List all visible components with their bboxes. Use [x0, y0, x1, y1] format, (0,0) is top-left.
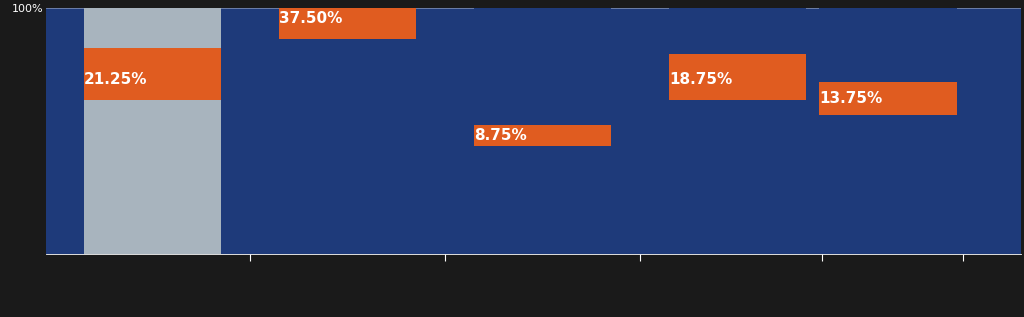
- Bar: [669, 8, 806, 254]
- Bar: [819, 8, 956, 254]
- Text: 8.75%: 8.75%: [474, 128, 527, 143]
- Bar: [819, 81, 956, 115]
- Bar: [669, 54, 806, 100]
- Bar: [84, 8, 221, 254]
- Bar: [84, 48, 221, 100]
- Bar: [474, 8, 611, 254]
- Text: 21.25%: 21.25%: [84, 72, 147, 87]
- Text: 18.75%: 18.75%: [669, 72, 732, 87]
- Text: 13.75%: 13.75%: [820, 91, 883, 106]
- Bar: [474, 125, 611, 146]
- Bar: [279, 0, 416, 39]
- Bar: [279, 8, 416, 254]
- Text: 37.50%: 37.50%: [280, 11, 343, 27]
